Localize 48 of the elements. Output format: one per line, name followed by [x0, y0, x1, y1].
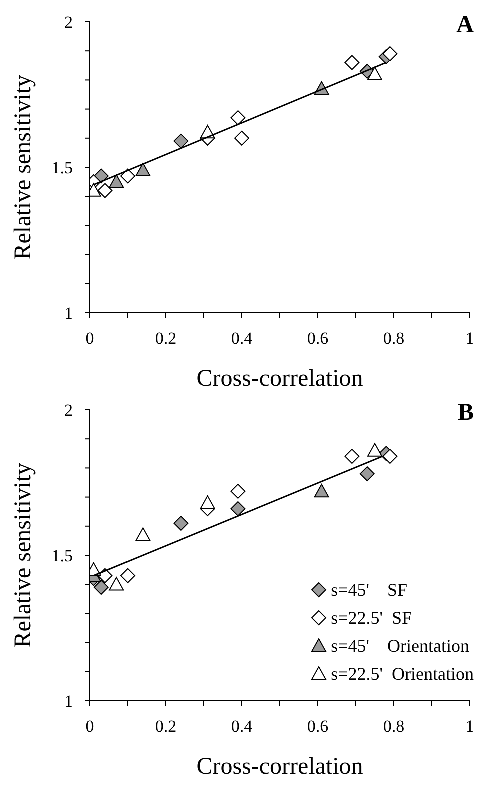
- y-tick-label: 2: [64, 401, 73, 420]
- point: [109, 577, 124, 591]
- point: [234, 130, 250, 146]
- point: [382, 449, 398, 464]
- point: [368, 66, 382, 80]
- point: [120, 568, 136, 584]
- point: [174, 516, 189, 531]
- point: [98, 183, 113, 198]
- y-tick-label: 2: [64, 13, 73, 32]
- legend-label: s=22.5' SF: [331, 608, 412, 628]
- x-tick-label: 0.8: [383, 329, 405, 348]
- point: [344, 449, 360, 464]
- point: [200, 496, 216, 510]
- point: [382, 46, 398, 62]
- point: [360, 466, 375, 482]
- y-tick-label: 1.5: [52, 158, 73, 178]
- x-tick-label: 0.4: [231, 717, 254, 736]
- chart-title: B: [458, 400, 474, 427]
- x-tick-label: 0.2: [155, 329, 177, 348]
- point: [136, 528, 151, 542]
- point: [344, 55, 360, 70]
- point: [230, 501, 246, 516]
- point: [174, 134, 189, 149]
- x-axis-title: Cross-correlation: [196, 754, 364, 780]
- point: [109, 174, 124, 188]
- y-tick-label: 1: [64, 692, 73, 712]
- chart-title: A: [456, 12, 474, 39]
- y-tick-label: 1.5: [52, 546, 73, 566]
- point: [230, 484, 246, 499]
- x-tick-label: 0: [86, 329, 94, 348]
- y-axis-title: Relative sensitivity: [10, 463, 37, 648]
- x-tick-label: 0.6: [307, 329, 329, 348]
- point: [136, 162, 151, 177]
- x-tick-label: 1: [466, 717, 474, 736]
- y-tick-label: 1: [64, 304, 73, 324]
- legend-label: s=45' Orientation: [331, 636, 470, 656]
- y-axis-title: Relative sensitivity: [10, 75, 37, 260]
- legend-label: s=45' SF: [331, 580, 408, 600]
- x-tick-label: 0: [86, 717, 94, 736]
- x-axis-title: Cross-correlation: [196, 366, 364, 392]
- x-tick-label: 0.8: [383, 717, 405, 736]
- point: [368, 443, 382, 457]
- x-tick-label: 1: [466, 329, 474, 348]
- x-tick-label: 0.2: [155, 717, 177, 736]
- x-tick-label: 0.4: [231, 329, 254, 348]
- point: [94, 580, 109, 596]
- legend-label: s=22.5' Orientation: [331, 664, 474, 684]
- x-tick-label: 0.6: [307, 717, 329, 736]
